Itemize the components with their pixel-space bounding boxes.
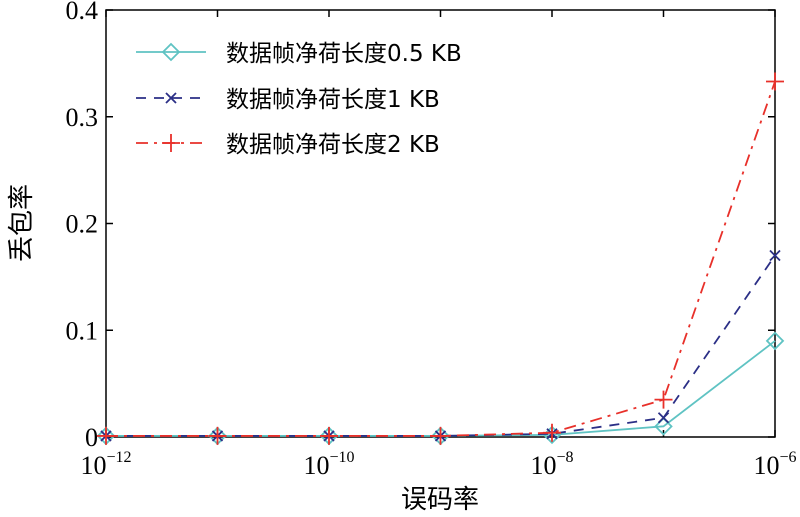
legend-marker [165,92,177,104]
legend: 数据帧净荷长度0.5 KB 数据帧净荷长度1 KB 数据帧净荷长度2 KB [136,41,462,158]
legend-item: 数据帧净荷长度2 KB [136,132,440,158]
legend-marker [162,134,180,152]
data-point [766,72,784,91]
series-line [106,81,776,437]
legend-item: 数据帧净荷长度0.5 KB [136,41,462,67]
axis-ticks: 0 0.1 0.2 0.3 0.4 10−12 10−10 10−8 10−6 [66,0,797,480]
data-point [769,249,781,262]
y-tick-label: 0.4 [66,0,99,25]
series-2 [100,249,781,442]
data-point [320,426,338,445]
x-tick-label: 10−6 [753,449,796,480]
legend-item: 数据帧净荷长度1 KB [136,87,440,113]
legend-label: 数据帧净荷长度2 KB [226,132,440,158]
data-point [431,426,450,445]
y-tick-label: 0 [85,423,98,452]
legend-label: 数据帧净荷长度1 KB [226,87,440,113]
x-tick-label: 10−12 [80,449,131,480]
series-line [106,255,776,437]
y-tick-label: 0.3 [66,103,99,132]
data-point [657,412,670,424]
x-tick-label: 10−10 [303,449,354,480]
data-point [543,423,561,442]
y-tick-label: 0.1 [66,316,99,345]
data-point [654,417,673,436]
plot-frame [105,9,776,438]
legend-label: 数据帧净荷长度0.5 KB [226,41,462,67]
series-layer [96,72,785,446]
series-line [106,340,776,437]
series-3 [97,72,784,445]
data-point [654,390,673,409]
data-point [97,426,115,445]
x-axis-title: 误码率 [401,485,479,515]
data-point [208,426,227,445]
y-tick-label: 0.2 [66,210,99,239]
legend-marker [161,42,181,62]
y-axis-title: 丢包率 [7,184,37,262]
data-point [765,331,785,351]
x-tick-label: 10−8 [530,449,573,480]
